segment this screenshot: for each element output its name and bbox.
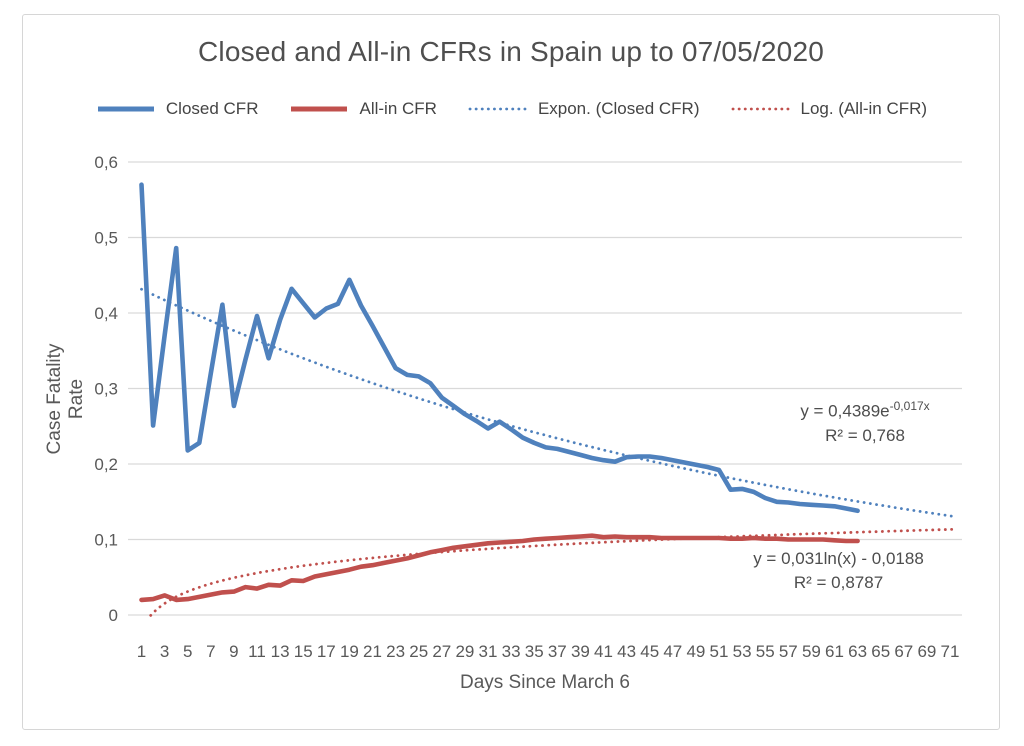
x-tick-label: 17 bbox=[317, 642, 336, 661]
x-tick-label: 39 bbox=[571, 642, 590, 661]
x-tick-label: 49 bbox=[686, 642, 705, 661]
solid-line-marker-icon bbox=[97, 106, 154, 112]
x-tick-label: 43 bbox=[617, 642, 636, 661]
x-tick-label: 33 bbox=[502, 642, 521, 661]
x-tick-label: 55 bbox=[756, 642, 775, 661]
x-tick-label: 47 bbox=[663, 642, 682, 661]
r-squared-text: R² = 0,8787 bbox=[793, 573, 884, 592]
legend-item-log-all-in-cfr: Log. (All-in CFR) bbox=[730, 99, 928, 119]
x-tick-label: 9 bbox=[229, 642, 238, 661]
trendline-equation-log: y = 0,031ln(x) - 0,0188 R² = 0,8787 bbox=[716, 547, 961, 595]
legend-item-expon-closed-cfr: Expon. (Closed CFR) bbox=[467, 99, 700, 119]
x-tick-label: 1 bbox=[137, 642, 146, 661]
y-tick-label: 0,1 bbox=[94, 531, 118, 550]
x-tick-label: 67 bbox=[894, 642, 913, 661]
x-tick-label: 63 bbox=[848, 642, 867, 661]
r-squared-text: R² = 0,768 bbox=[825, 425, 905, 445]
x-tick-label: 13 bbox=[271, 642, 290, 661]
legend: Closed CFR All-in CFR Expon. (Closed CFR) L… bbox=[22, 99, 1000, 119]
series-line-all-in-cfr bbox=[139, 533, 860, 603]
x-tick-label: 19 bbox=[340, 642, 359, 661]
legend-item-all-in-cfr: All-in CFR bbox=[288, 99, 437, 119]
x-tick-label: 45 bbox=[640, 642, 659, 661]
series-line-closed-cfr bbox=[139, 182, 860, 514]
x-tick-label: 65 bbox=[871, 642, 890, 661]
trendline-expon bbox=[140, 287, 958, 519]
legend-label: All-in CFR bbox=[359, 99, 437, 118]
y-tick-label: 0,4 bbox=[94, 304, 118, 323]
x-tick-label: 11 bbox=[248, 642, 266, 661]
x-tick-label: 35 bbox=[525, 642, 544, 661]
x-tick-label: 53 bbox=[733, 642, 752, 661]
equation-text: y = 0,031ln(x) - 0,0188 bbox=[753, 549, 924, 568]
trendline-equation-expon: y = 0,4389e-0,017x R² = 0,768 bbox=[770, 394, 960, 448]
x-tick-label: 31 bbox=[479, 642, 498, 661]
y-tick-label: 0,5 bbox=[94, 229, 118, 248]
y-tick-label: 0,3 bbox=[94, 380, 118, 399]
x-tick-label: 61 bbox=[825, 642, 844, 661]
legend-item-closed-cfr: Closed CFR bbox=[95, 99, 259, 119]
x-tick-label: 41 bbox=[594, 642, 613, 661]
x-axis-title: Days Since March 6 bbox=[459, 672, 630, 693]
x-tick-label: 29 bbox=[455, 642, 474, 661]
x-tick-label: 51 bbox=[710, 642, 729, 661]
dotted-line-marker-icon bbox=[731, 107, 790, 111]
x-tick-label: 21 bbox=[363, 642, 382, 661]
x-tick-label: 69 bbox=[917, 642, 936, 661]
x-tick-label: 57 bbox=[779, 642, 798, 661]
y-axis-title: Case Fatality Rate bbox=[44, 343, 87, 455]
x-tick-label: 71 bbox=[941, 642, 960, 661]
trendline-log bbox=[149, 527, 958, 617]
chart-title: Closed and All-in CFRs in Spain up to 07… bbox=[198, 36, 824, 67]
dotted-line-marker-icon bbox=[468, 107, 528, 111]
x-tick-label: 25 bbox=[409, 642, 428, 661]
y-tick-label: 0 bbox=[109, 606, 118, 625]
x-tick-label: 7 bbox=[206, 642, 215, 661]
legend-label: Expon. (Closed CFR) bbox=[537, 99, 700, 118]
x-tick-label: 37 bbox=[548, 642, 567, 661]
x-tick-label: 3 bbox=[160, 642, 169, 661]
equation-text: y = 0,4389e-0,017x bbox=[800, 399, 930, 421]
x-tick-label: 27 bbox=[432, 642, 451, 661]
legend-label: Closed CFR bbox=[165, 99, 259, 118]
x-tick-label: 15 bbox=[294, 642, 313, 661]
y-tick-label: 0,6 bbox=[94, 153, 118, 172]
legend-label: Log. (All-in CFR) bbox=[800, 99, 928, 118]
equation-exponent: -0,017x bbox=[889, 399, 930, 413]
y-tick-label: 0,2 bbox=[94, 455, 118, 474]
solid-line-marker-icon bbox=[291, 106, 348, 112]
x-tick-label: 59 bbox=[802, 642, 821, 661]
x-tick-label: 23 bbox=[386, 642, 405, 661]
x-tick-label: 5 bbox=[183, 642, 192, 661]
